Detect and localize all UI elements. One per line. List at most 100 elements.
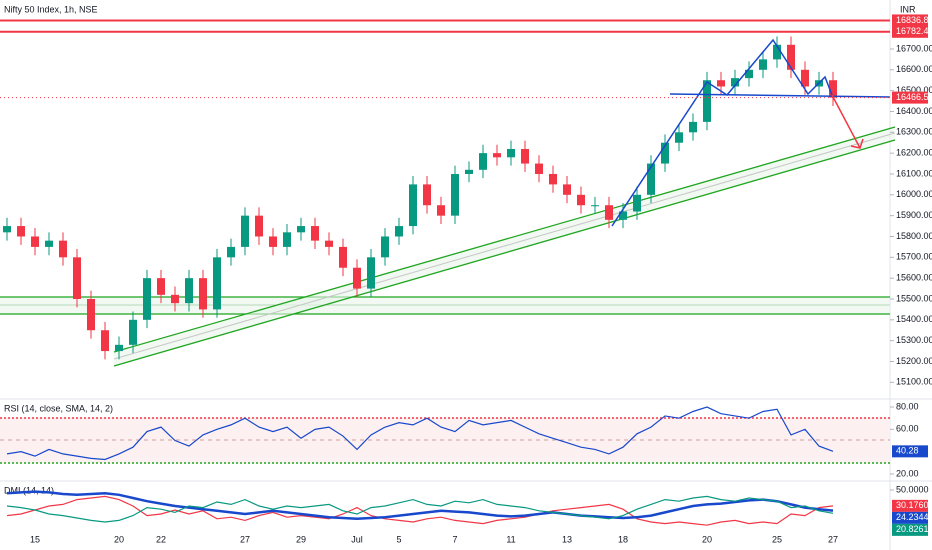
level-tag-bg <box>892 14 928 27</box>
candle-body <box>451 173 459 216</box>
channel-line <box>113 139 896 367</box>
candle-body <box>3 226 11 233</box>
candle-body <box>255 215 263 237</box>
candle-body <box>507 148 515 158</box>
y-tick-label: 20.00 <box>896 468 919 478</box>
candle-body <box>101 330 109 352</box>
candle-body <box>479 153 487 170</box>
candle-body <box>367 257 375 289</box>
candle-body <box>675 132 683 143</box>
candle-body <box>325 240 333 247</box>
level-tag: 16782.40 <box>896 26 932 36</box>
last-price-tag-bg <box>892 91 928 104</box>
candle-body <box>465 169 473 174</box>
indicator-line <box>6 490 834 521</box>
candle-body <box>717 80 725 87</box>
x-tick-label: 20 <box>702 534 712 544</box>
chart-title: Nifty 50 Index, 1h, NSE <box>4 4 98 14</box>
candle-body <box>619 211 627 220</box>
candle-body <box>689 121 697 133</box>
x-tick-label: 13 <box>562 534 572 544</box>
candle-body <box>563 184 571 195</box>
candle-body <box>241 215 249 247</box>
level-tag: 16836.80 <box>896 15 932 25</box>
target-arrowhead <box>850 138 864 149</box>
candle-body <box>311 226 319 241</box>
candle-body <box>773 44 781 60</box>
x-tick-label: 7 <box>452 534 457 544</box>
x-tick-label: Jul <box>351 534 363 544</box>
candle-body <box>731 78 739 87</box>
candle-body <box>381 236 389 258</box>
candle-body <box>283 232 291 247</box>
last-value-tag-bg <box>892 511 928 524</box>
y-tick-label: 16700.00 <box>896 43 932 53</box>
y-tick-label: 15600.00 <box>896 273 932 283</box>
target-arrow <box>831 94 861 149</box>
candle-body <box>535 163 543 174</box>
candle-body <box>73 257 81 299</box>
candle-body <box>759 59 767 70</box>
candle-body <box>353 267 361 289</box>
candle-body <box>213 257 221 310</box>
channel-line <box>113 126 896 353</box>
y-tick-label: 16600.00 <box>896 64 932 74</box>
candle-body <box>577 194 585 206</box>
candle-body <box>45 240 53 247</box>
candle-body <box>59 240 67 258</box>
candle-body <box>339 246 347 268</box>
y-tick-label: 15400.00 <box>896 314 932 324</box>
candle-body <box>31 236 39 247</box>
y-tick-label: 16100.00 <box>896 168 932 178</box>
last-price-tag: 16466.55 <box>896 92 932 102</box>
candle-body <box>171 294 179 304</box>
channel-mid <box>113 132 896 360</box>
candle-body <box>633 194 641 212</box>
candle-body <box>115 344 123 352</box>
y-tick-label: 15800.00 <box>896 231 932 241</box>
candle-body <box>409 184 417 227</box>
x-tick-label: 15 <box>30 534 40 544</box>
dmi-title: DMI (14, 14) <box>4 485 54 495</box>
x-tick-label: 22 <box>156 534 166 544</box>
candle-body <box>661 142 669 164</box>
candle-body <box>423 184 431 206</box>
y-tick-label: 80.00 <box>896 401 919 411</box>
x-tick-label: 27 <box>240 534 250 544</box>
level-tag-bg <box>892 25 928 38</box>
candle-body <box>297 226 305 233</box>
last-value-tag-bg <box>892 499 928 512</box>
indicator-line <box>6 406 834 461</box>
candle-body <box>227 246 235 258</box>
last-value-tag: 40.28 <box>896 446 919 456</box>
last-value-tag: 24.2344 <box>896 512 929 522</box>
candle-body <box>395 226 403 237</box>
y-tick-label: 16400.00 <box>896 106 932 116</box>
candle-body <box>591 205 599 207</box>
candle-body <box>787 44 795 70</box>
candle-body <box>829 80 837 98</box>
y-tick-label: 16200.00 <box>896 148 932 158</box>
x-tick-label: 20 <box>114 534 124 544</box>
pattern-drawing <box>611 38 833 227</box>
last-value-tag: 30.1760 <box>896 500 929 510</box>
neckline <box>669 93 891 98</box>
candle-body <box>87 298 95 331</box>
candle-body <box>703 80 711 122</box>
candle-body <box>605 205 613 220</box>
x-tick-label: 29 <box>296 534 306 544</box>
candle-body <box>521 148 529 164</box>
candle-body <box>185 278 193 304</box>
candle-body <box>801 69 809 87</box>
y-tick-label: 16500.00 <box>896 85 932 95</box>
candle-body <box>437 205 445 216</box>
y-tick-label: 16000.00 <box>896 189 932 199</box>
last-value-tag-bg <box>892 523 928 536</box>
candle-body <box>199 278 207 310</box>
y-tick-label: 15900.00 <box>896 210 932 220</box>
candle-body <box>143 278 151 320</box>
indicator-line <box>6 495 834 526</box>
candle-body <box>549 173 557 185</box>
